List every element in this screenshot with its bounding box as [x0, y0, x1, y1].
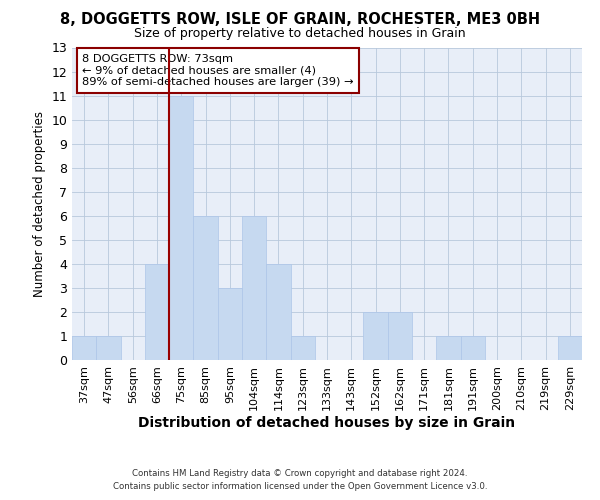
Bar: [436, 336, 461, 360]
Bar: [72, 336, 96, 360]
Bar: [218, 288, 242, 360]
Bar: [193, 216, 218, 360]
Text: Size of property relative to detached houses in Grain: Size of property relative to detached ho…: [134, 28, 466, 40]
Text: 8, DOGGETTS ROW, ISLE OF GRAIN, ROCHESTER, ME3 0BH: 8, DOGGETTS ROW, ISLE OF GRAIN, ROCHESTE…: [60, 12, 540, 28]
Bar: [96, 336, 121, 360]
Text: Contains HM Land Registry data © Crown copyright and database right 2024.
Contai: Contains HM Land Registry data © Crown c…: [113, 470, 487, 491]
Bar: [388, 312, 412, 360]
Y-axis label: Number of detached properties: Number of detached properties: [33, 111, 46, 296]
Bar: [145, 264, 169, 360]
X-axis label: Distribution of detached houses by size in Grain: Distribution of detached houses by size …: [139, 416, 515, 430]
Bar: [558, 336, 582, 360]
Text: 8 DOGGETTS ROW: 73sqm
← 9% of detached houses are smaller (4)
89% of semi-detach: 8 DOGGETTS ROW: 73sqm ← 9% of detached h…: [82, 54, 354, 87]
Bar: [364, 312, 388, 360]
Bar: [266, 264, 290, 360]
Bar: [242, 216, 266, 360]
Bar: [290, 336, 315, 360]
Bar: [461, 336, 485, 360]
Bar: [169, 96, 193, 360]
